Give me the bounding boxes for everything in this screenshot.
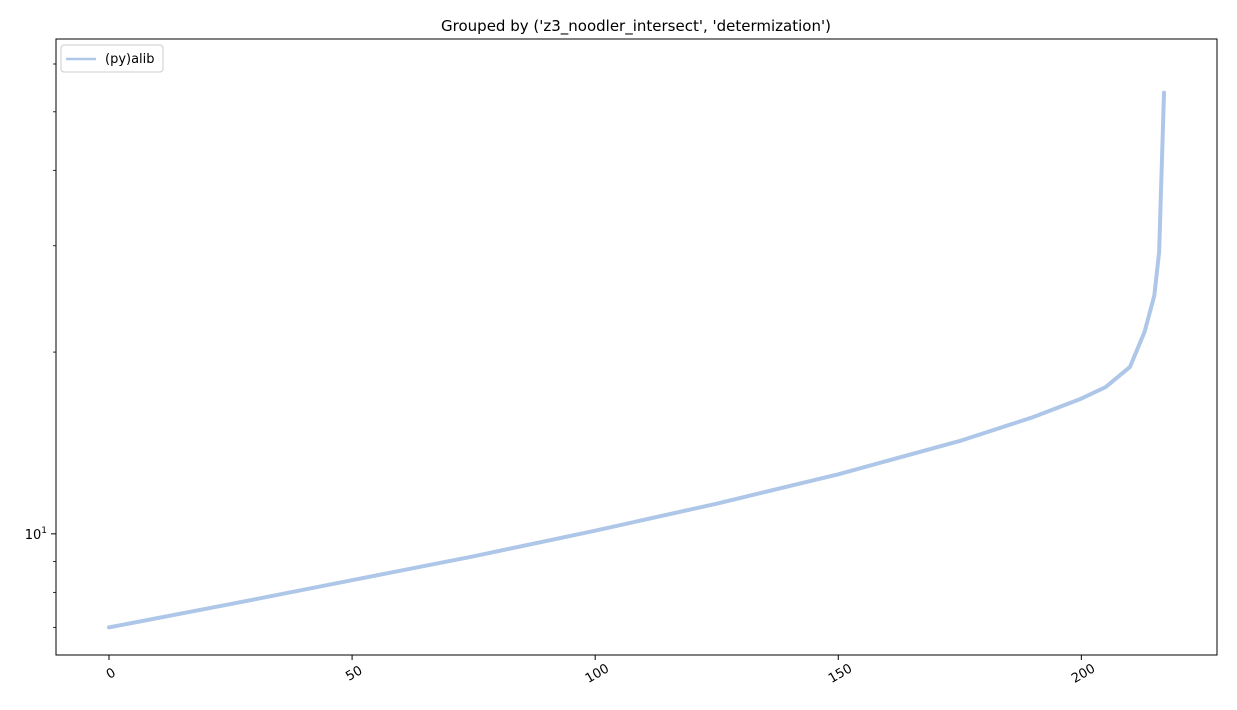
legend-entry: (py)alib [105, 52, 155, 67]
x-tick-label: 100 [583, 661, 612, 686]
x-tick-label: 150 [826, 661, 855, 686]
legend-box [60, 44, 164, 73]
x-tick-label: 200 [1069, 661, 1098, 686]
chart-title: Grouped by ('z3_noodler_intersect', 'det… [441, 17, 831, 36]
series-line-0 [106, 90, 1167, 630]
plot-frame [55, 38, 1218, 656]
series-layer [106, 90, 1167, 630]
plot-area [56, 39, 1217, 655]
legend: (py)alib [60, 44, 164, 73]
x-axis: 0 50 100 150 200 [104, 655, 1098, 687]
y-tick-label: 101 [25, 526, 47, 543]
x-tick-label: 0 [104, 665, 119, 682]
y-axis: 101 [25, 63, 56, 628]
x-tick-label: 50 [343, 663, 365, 684]
